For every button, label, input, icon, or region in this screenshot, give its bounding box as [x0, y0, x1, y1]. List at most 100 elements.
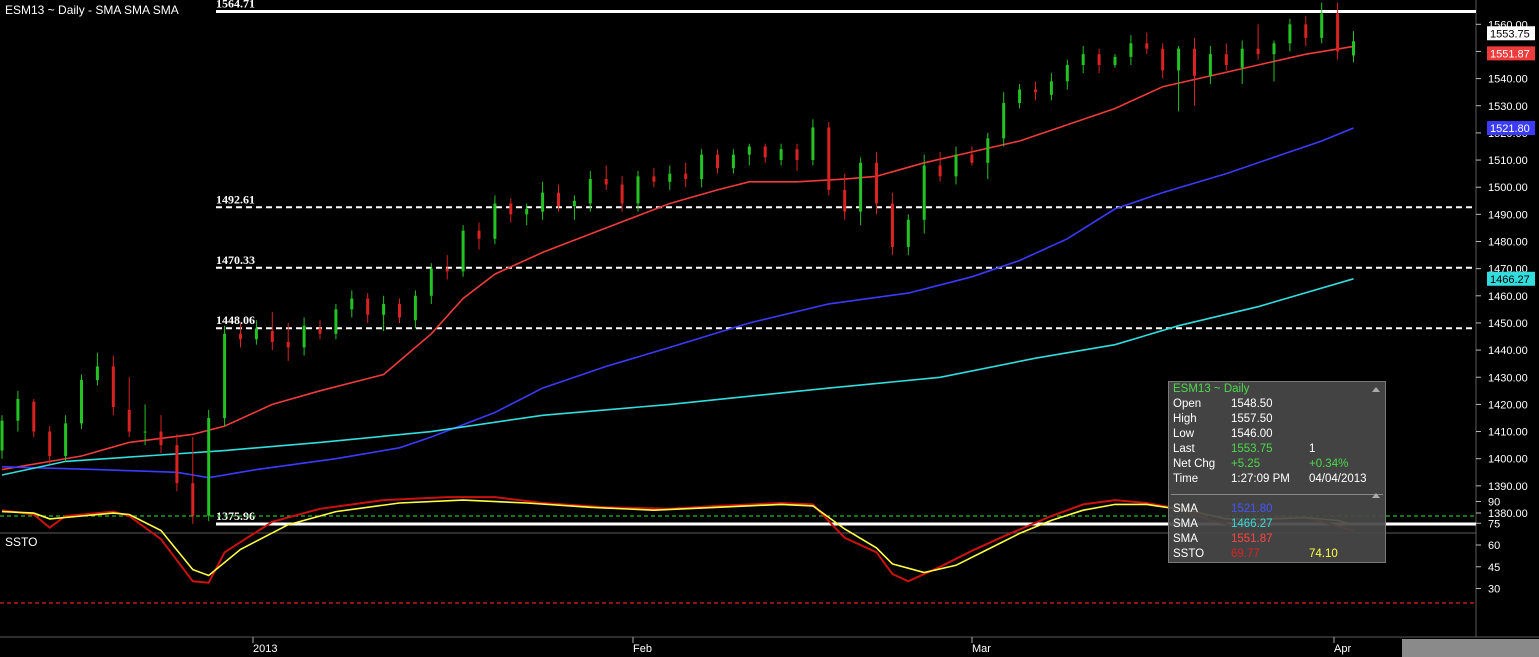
- candle: [80, 374, 83, 429]
- candle-body: [620, 184, 624, 204]
- candle-body: [525, 208, 529, 215]
- panel-row: Net Chg +5.25 +0.34%: [1173, 457, 1383, 472]
- candle-body: [1224, 54, 1228, 66]
- candle: [747, 143, 751, 166]
- candle-body: [143, 431, 147, 433]
- candle: [366, 293, 370, 323]
- candle: [1352, 31, 1355, 63]
- ssto-tick-label: 60: [1488, 540, 1500, 552]
- candle-body: [859, 162, 863, 212]
- candle-body: [1240, 48, 1244, 68]
- panel-label: SMA: [1173, 533, 1198, 545]
- candle-body: [588, 179, 592, 204]
- candle-body: [652, 176, 656, 182]
- candle-body: [509, 203, 513, 215]
- candles: [0, 2, 1355, 524]
- data-window-panel[interactable]: ESM13 ~ Daily Open 1548.50 High 1557.50 Low 1…: [1168, 381, 1386, 563]
- candle: [1208, 46, 1212, 85]
- candle-body: [16, 398, 20, 421]
- candle: [1304, 16, 1308, 47]
- candle-body: [270, 331, 274, 342]
- candle: [334, 303, 338, 340]
- candle-body: [1256, 48, 1260, 55]
- candle: [922, 154, 926, 234]
- level-label: 1375.96: [216, 509, 255, 523]
- candle-body: [1145, 43, 1149, 49]
- candle-body: [731, 154, 735, 169]
- candle: [95, 352, 99, 386]
- candle: [159, 415, 163, 454]
- candle-body: [604, 179, 608, 185]
- horizontal-scrollbar-thumb[interactable]: [1402, 639, 1539, 657]
- candle-body: [986, 138, 990, 163]
- price-tick-label: 1540.00: [1488, 74, 1528, 86]
- sma-line: [1, 45, 1354, 471]
- candle: [986, 132, 990, 180]
- candle-body: [1352, 41, 1355, 56]
- candle-body: [95, 366, 99, 380]
- candle: [1002, 92, 1006, 147]
- candle-body: [557, 192, 560, 207]
- candle: [509, 198, 513, 223]
- ssto-slow-line: [1, 499, 1354, 577]
- price-axis[interactable]: 1380.00 1390.00 1400.00 1410.00 1420.00 1430.…: [1476, 19, 1535, 596]
- panel-label: Open: [1173, 398, 1202, 410]
- candle: [1256, 24, 1260, 60]
- candle: [16, 390, 20, 432]
- candle-body: [64, 423, 68, 456]
- price-badge: [1487, 46, 1535, 61]
- panel-label: SSTO: [1173, 548, 1205, 560]
- date-tick-label: 2013: [253, 643, 277, 655]
- candle-body: [954, 154, 958, 177]
- candle: [445, 255, 449, 280]
- candle: [1018, 84, 1022, 109]
- price-tick-label: 1400.00: [1488, 454, 1528, 466]
- collapse-studies-arrow-icon[interactable]: [1372, 493, 1380, 498]
- candle: [270, 312, 274, 351]
- candle: [461, 225, 465, 277]
- price-tick-label: 1500.00: [1488, 182, 1528, 194]
- candle: [254, 320, 258, 345]
- candle: [477, 222, 481, 250]
- level-label: 1492.61: [216, 192, 255, 206]
- candle: [843, 173, 847, 220]
- candle-body: [286, 341, 290, 348]
- candle-body: [795, 149, 799, 161]
- candle-body: [636, 176, 640, 204]
- candle-body: [334, 309, 338, 334]
- candle: [668, 165, 672, 190]
- sma-line: [1, 278, 1354, 476]
- level-label: 1564.71: [216, 0, 255, 11]
- candle: [191, 436, 195, 524]
- candle: [731, 149, 735, 174]
- candle: [890, 192, 894, 256]
- ssto-fast-line: [1, 496, 1354, 584]
- candle: [1065, 59, 1069, 90]
- candle-body: [763, 146, 767, 158]
- ssto-lines: [0, 496, 1476, 604]
- collapse-arrow-icon[interactable]: [1372, 387, 1380, 392]
- date-axis: 2013 Feb Mar Apr: [252, 637, 1351, 655]
- candle-body: [1193, 48, 1196, 76]
- candle-body: [572, 200, 576, 207]
- candle-body: [127, 409, 131, 432]
- candle-body: [1018, 89, 1022, 104]
- candle: [382, 295, 386, 332]
- panel-row: SSTO 69.77 74.10: [1173, 547, 1383, 562]
- candle: [906, 214, 910, 256]
- candle-body: [111, 366, 115, 408]
- candle-body: [811, 127, 815, 161]
- candle-body: [922, 165, 926, 220]
- candle: [795, 143, 799, 171]
- candle-body: [1097, 54, 1101, 66]
- panel-value: 1466.27: [1231, 518, 1273, 530]
- candle-body: [350, 298, 354, 310]
- price-tick-label: 1510.00: [1488, 155, 1528, 167]
- ssto-tick-label: 45: [1488, 562, 1500, 574]
- panel-title: ESM13 ~ Daily: [1173, 383, 1250, 395]
- candle: [572, 195, 576, 220]
- panel-value: +0.34%: [1309, 458, 1349, 470]
- candle-body: [461, 230, 465, 272]
- candle-body: [1161, 48, 1165, 71]
